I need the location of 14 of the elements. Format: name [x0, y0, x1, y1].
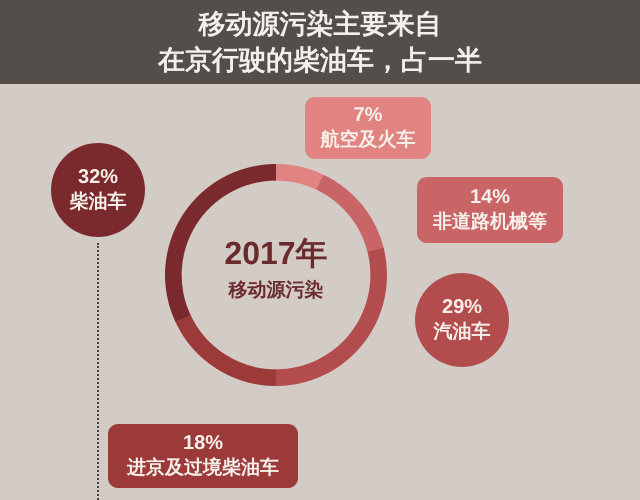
chart-title: 移动源污染主要来自 — [198, 8, 442, 41]
data-label: 32% — [78, 166, 118, 188]
text: 2017年 — [224, 234, 328, 271]
data-label: 14% — [470, 186, 510, 208]
chart-subtitle: 在京行驶的柴油车，占一半 — [158, 44, 482, 77]
data-label: 29% — [442, 296, 482, 318]
text: 移动源污染 — [228, 279, 324, 302]
data-label: 7% — [354, 104, 383, 126]
slice-label: 进京及过境柴油车 — [126, 456, 279, 479]
slice-label: 汽油车 — [432, 320, 490, 343]
slice-label: 非道路机械等 — [432, 210, 547, 233]
slice-label: 航空及火车 — [320, 128, 416, 151]
slice-label: 柴油车 — [68, 190, 126, 213]
data-label: 18% — [182, 432, 224, 454]
